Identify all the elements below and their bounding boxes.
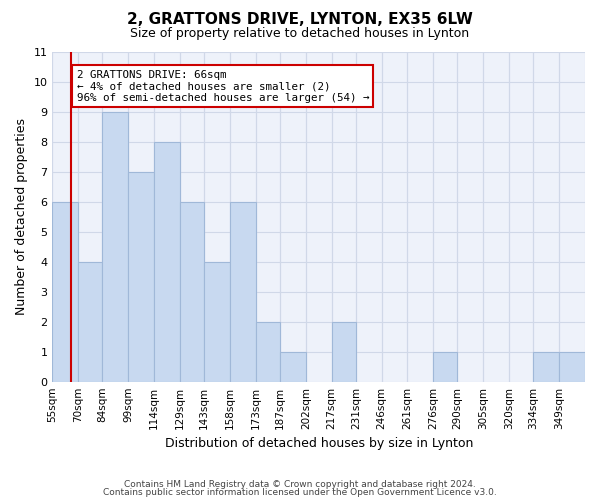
Bar [154,142,180,382]
Bar [204,262,230,382]
Text: Size of property relative to detached houses in Lynton: Size of property relative to detached ho… [130,28,470,40]
Bar [559,352,585,382]
Text: Contains HM Land Registry data © Crown copyright and database right 2024.: Contains HM Land Registry data © Crown c… [124,480,476,489]
Bar [52,202,78,382]
Bar [280,352,306,382]
Text: 2, GRATTONS DRIVE, LYNTON, EX35 6LW: 2, GRATTONS DRIVE, LYNTON, EX35 6LW [127,12,473,28]
Bar [230,202,256,382]
Bar [256,322,280,382]
Text: Contains public sector information licensed under the Open Government Licence v3: Contains public sector information licen… [103,488,497,497]
X-axis label: Distribution of detached houses by size in Lynton: Distribution of detached houses by size … [164,437,473,450]
Bar [533,352,559,382]
Bar [128,172,154,382]
Bar [78,262,103,382]
Y-axis label: Number of detached properties: Number of detached properties [15,118,28,315]
Bar [103,112,128,382]
Bar [332,322,356,382]
Bar [180,202,204,382]
Text: 2 GRATTONS DRIVE: 66sqm
← 4% of detached houses are smaller (2)
96% of semi-deta: 2 GRATTONS DRIVE: 66sqm ← 4% of detached… [77,70,369,102]
Bar [433,352,457,382]
